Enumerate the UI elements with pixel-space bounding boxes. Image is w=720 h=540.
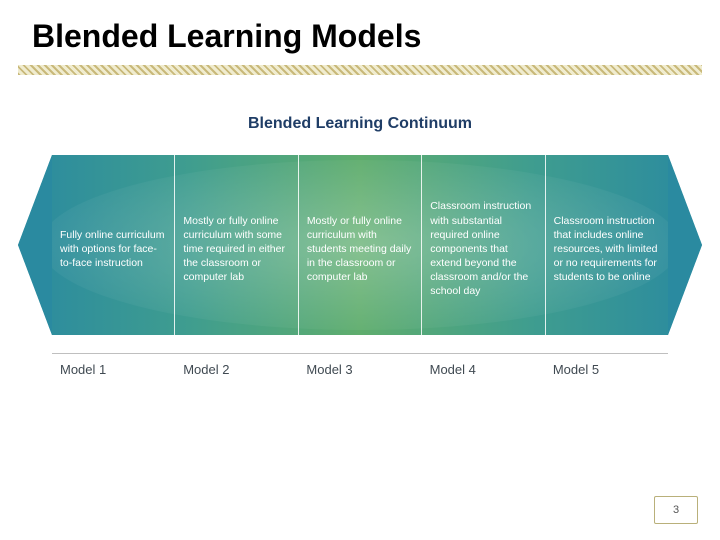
segment-2: Mostly or fully online curriculum with s… — [175, 155, 298, 335]
segment-4: Classroom instruction with substantial r… — [422, 155, 545, 335]
segment-text: Classroom instruction with substantial r… — [430, 199, 536, 298]
model-labels: Model 1 Model 2 Model 3 Model 4 Model 5 — [52, 353, 668, 377]
segment-text: Fully online curriculum with options for… — [60, 228, 166, 271]
continuum: Blended Learning Continuum — [18, 115, 702, 377]
segment-5: Classroom instruction that includes onli… — [546, 155, 668, 335]
page-title: Blended Learning Models — [0, 0, 720, 65]
model-label: Model 2 — [175, 354, 298, 377]
segment-text: Mostly or fully online curriculum with s… — [307, 214, 413, 285]
arrow-container: Fully online curriculum with options for… — [18, 145, 702, 345]
page-number: 3 — [654, 496, 698, 524]
segment-text: Mostly or fully online curriculum with s… — [183, 214, 289, 285]
segment-3: Mostly or fully online curriculum with s… — [299, 155, 422, 335]
continuum-heading: Blended Learning Continuum — [18, 115, 702, 133]
model-label: Model 1 — [52, 354, 175, 377]
model-label: Model 3 — [298, 354, 421, 377]
model-label: Model 4 — [422, 354, 545, 377]
divider — [18, 65, 702, 75]
segments: Fully online curriculum with options for… — [52, 155, 668, 335]
model-label: Model 5 — [545, 354, 668, 377]
segment-1: Fully online curriculum with options for… — [52, 155, 175, 335]
segment-text: Classroom instruction that includes onli… — [554, 214, 660, 285]
